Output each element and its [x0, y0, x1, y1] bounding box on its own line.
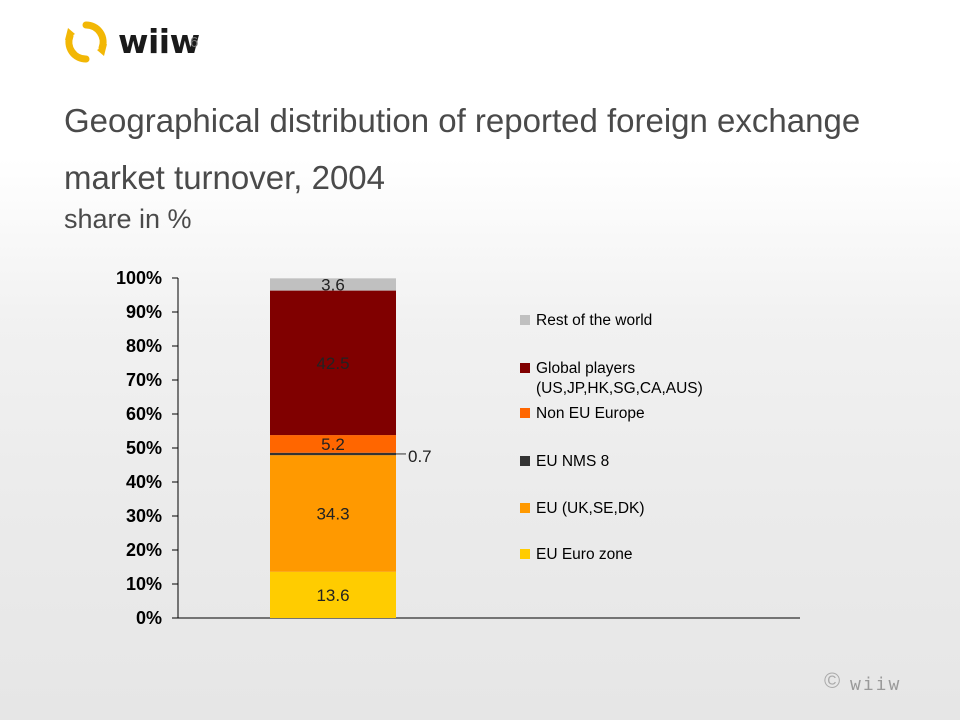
chart-data-labels: 13.6 34.3 0.7 5.2 42.5 3.6: [316, 275, 431, 604]
page-number: 6: [190, 34, 199, 51]
bar-segment: [270, 278, 396, 291]
y-tick-label: 90%: [126, 302, 162, 322]
slide-subtitle: share in %: [64, 204, 192, 234]
legend-label: EU Euro zone: [536, 546, 633, 563]
chart-bars: [270, 278, 396, 618]
legend-label: Non EU Europe: [536, 405, 645, 422]
legend-swatch: [520, 315, 530, 325]
data-label: 42.5: [316, 354, 349, 373]
y-tick-label: 40%: [126, 472, 162, 492]
footer-brand: wiiw: [850, 674, 902, 695]
bar-segment: [270, 571, 396, 618]
legend-swatch: [520, 408, 530, 418]
legend-label: (US,JP,HK,SG,CA,AUS): [536, 380, 703, 397]
bar-segment: [270, 290, 396, 436]
y-tick-label: 60%: [126, 404, 162, 424]
slide-title: Geographical distribution of reported fo…: [64, 102, 861, 196]
brand-name: wiiw: [118, 22, 200, 61]
data-label: 5.2: [321, 435, 345, 454]
data-label: 13.6: [316, 586, 349, 605]
data-label: 3.6: [321, 275, 345, 294]
legend-label: Rest of the world: [536, 312, 652, 329]
y-tick-label: 10%: [126, 574, 162, 594]
y-tick-label: 20%: [126, 540, 162, 560]
legend-label: Global players: [536, 360, 635, 377]
legend-swatch: [520, 363, 530, 373]
bar-segment: [270, 452, 396, 456]
y-tick-label: 30%: [126, 506, 162, 526]
data-label: 34.3: [316, 504, 349, 523]
legend-swatch: [520, 549, 530, 559]
bar-segment: [270, 455, 396, 572]
y-tick-label: 0%: [136, 608, 162, 628]
legend-swatch: [520, 456, 530, 466]
legend-label: EU (UK,SE,DK): [536, 500, 645, 517]
y-tick-label: 50%: [126, 438, 162, 458]
data-label: 0.7: [408, 447, 432, 466]
bar-segment: [270, 435, 396, 453]
y-tick-label: 70%: [126, 370, 162, 390]
legend-label: EU NMS 8: [536, 453, 609, 470]
refresh-circle-icon: [65, 21, 107, 63]
y-tick-label: 100%: [116, 268, 162, 288]
chart-axes: 0% 10% 20% 30% 40% 50% 60% 70% 80% 90% 100%: [116, 268, 800, 628]
legend-swatch: [520, 503, 530, 513]
copyright-mark: ©: [824, 668, 841, 693]
y-tick-label: 80%: [126, 336, 162, 356]
chart-legend: Rest of the world Global players (US,JP,HK…: [520, 312, 703, 563]
